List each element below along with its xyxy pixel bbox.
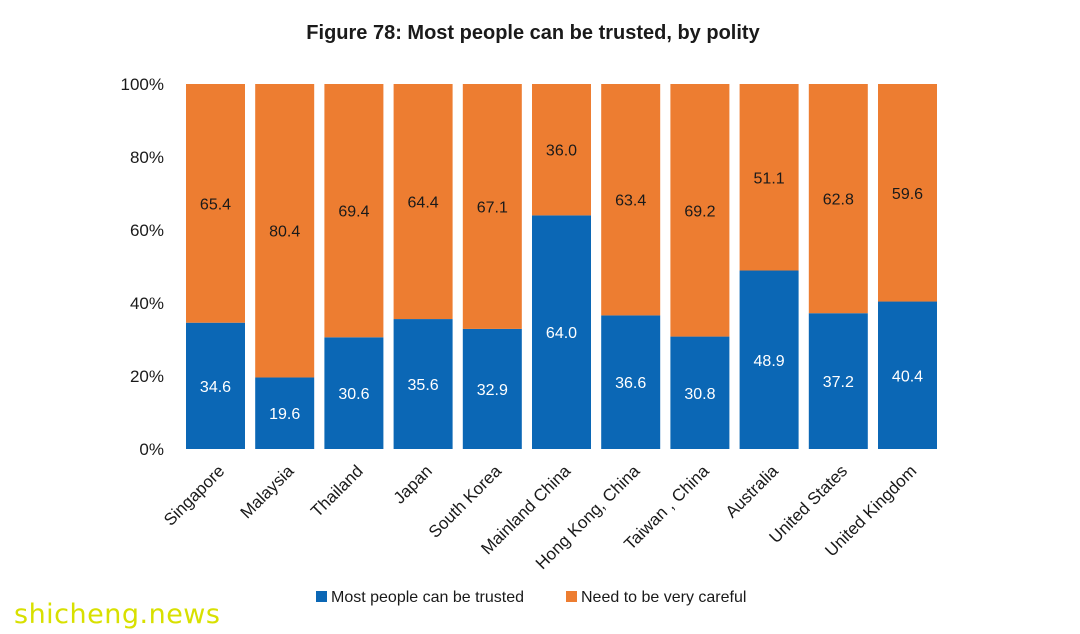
data-label-careful: 64.4 (408, 195, 439, 212)
legend-swatch (566, 591, 577, 602)
y-tick-label: 0% (139, 440, 164, 459)
data-label-careful: 80.4 (269, 224, 300, 241)
x-tick-label: Malaysia (237, 461, 298, 522)
bar-trusted (393, 319, 453, 449)
bar-careful (601, 84, 661, 316)
chart-title: Figure 78: Most people can be trusted, b… (306, 22, 760, 44)
bar-trusted (532, 215, 591, 449)
data-label-careful: 36.0 (546, 143, 577, 160)
data-label-careful: 59.6 (892, 186, 923, 203)
data-label-careful: 67.1 (477, 199, 508, 216)
bar-careful (393, 84, 453, 320)
data-label-trusted: 64.0 (546, 325, 577, 342)
x-tick-label: Japan (390, 461, 436, 507)
data-label-careful: 51.1 (754, 170, 785, 187)
bar-careful (255, 84, 315, 378)
y-axis: 0% 20% 40% 60% 80% 100% (121, 75, 164, 459)
bar-trusted (670, 336, 730, 449)
data-label-trusted: 30.6 (338, 386, 369, 403)
data-label-careful: 62.8 (823, 192, 854, 209)
watermark: shicheng.news (14, 599, 220, 630)
data-label-trusted: 34.6 (200, 379, 231, 396)
data-label-trusted: 35.6 (408, 377, 439, 394)
x-tick-label: Singapore (160, 461, 228, 529)
bar-labels: 34.6 65.4 19.6 80.4 30.6 69.4 35.6 64.4 32.9 67.1… (200, 143, 923, 424)
data-label-careful: 69.2 (684, 203, 715, 220)
legend-label: Most people can be trusted (331, 589, 524, 606)
x-tick-label: Thailand (307, 461, 367, 521)
bar-careful (808, 84, 868, 314)
bar-trusted (255, 377, 315, 449)
bar-trusted (601, 315, 661, 449)
y-tick-label: 40% (130, 294, 164, 313)
bar-trusted (324, 337, 384, 449)
bar-careful (186, 84, 245, 323)
data-label-trusted: 40.4 (892, 368, 923, 385)
legend: Most people can be trusted Need to be ver… (316, 589, 746, 606)
legend-swatch (316, 591, 327, 602)
bar-careful (324, 84, 384, 338)
bar-trusted (462, 328, 522, 449)
data-label-trusted: 37.2 (823, 374, 854, 391)
bar-careful (739, 84, 799, 271)
bar-trusted (878, 301, 937, 449)
data-label-careful: 65.4 (200, 196, 231, 213)
bar-careful (878, 84, 937, 302)
data-label-trusted: 19.6 (269, 406, 300, 423)
bar-careful (532, 84, 591, 216)
data-label-trusted: 32.9 (477, 382, 508, 399)
data-label-trusted: 48.9 (754, 353, 785, 370)
data-label-careful: 69.4 (338, 204, 369, 221)
bar-trusted (739, 270, 799, 449)
bar-careful (462, 84, 522, 329)
data-label-careful: 63.4 (615, 193, 646, 210)
data-label-trusted: 36.6 (615, 375, 646, 392)
legend-label: Need to be very careful (581, 589, 746, 606)
bar-trusted (808, 313, 868, 449)
y-tick-label: 80% (130, 148, 164, 167)
data-label-trusted: 30.8 (684, 386, 715, 403)
y-tick-label: 100% (121, 75, 164, 94)
x-tick-label: Australia (722, 461, 783, 522)
bar-trusted (186, 322, 245, 449)
y-tick-label: 60% (130, 221, 164, 240)
y-tick-label: 20% (130, 367, 164, 386)
bars (186, 84, 937, 449)
bar-careful (670, 84, 730, 337)
